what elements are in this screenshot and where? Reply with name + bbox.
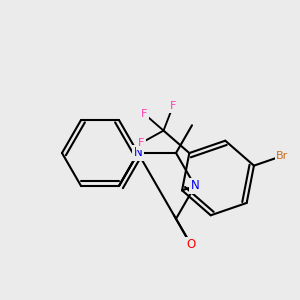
Text: N: N (190, 179, 200, 192)
Text: F: F (170, 101, 176, 111)
Text: F: F (138, 138, 144, 148)
Text: F: F (141, 109, 147, 118)
Text: Br: Br (276, 151, 288, 161)
Text: N: N (134, 146, 142, 160)
Text: O: O (186, 238, 196, 251)
